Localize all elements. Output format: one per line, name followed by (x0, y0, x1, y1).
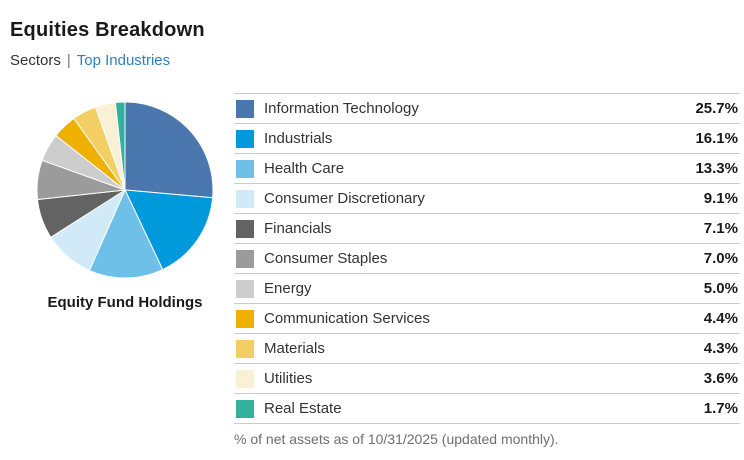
legend-color-swatch (236, 339, 254, 358)
legend-color-swatch (236, 159, 254, 178)
legend-percent-value: 4.3% (703, 340, 738, 357)
legend-color-swatch (236, 369, 254, 388)
legend-sector-label: Financials (264, 220, 332, 237)
tab-separator: | (66, 52, 71, 69)
legend-percent-value: 5.0% (703, 280, 738, 297)
legend-percent-value: 4.4% (703, 310, 738, 327)
legend-percent-value: 1.7% (703, 400, 738, 417)
legend-row: Consumer Staples 7.0% (234, 243, 740, 273)
legend-percent-value: 9.1% (703, 190, 738, 207)
sector-legend-table: Information Technology 25.7% Industrials 16… (234, 93, 740, 424)
legend-color-swatch (236, 399, 254, 418)
page-title: Equities Breakdown (10, 19, 205, 42)
legend-row: Real Estate 1.7% (234, 393, 740, 423)
legend-row: Utilities 3.6% (234, 363, 740, 393)
legend-color-swatch (236, 309, 254, 328)
legend-percent-value: 3.6% (703, 370, 738, 387)
legend-percent-value: 16.1% (695, 130, 738, 147)
legend-row: Information Technology 25.7% (234, 93, 740, 123)
legend-row: Communication Services 4.4% (234, 303, 740, 333)
tab-sectors[interactable]: Sectors (10, 52, 61, 69)
view-toggle: Sectors | Top Industries (10, 52, 170, 69)
sector-pie-chart (36, 101, 214, 279)
legend-sector-label: Industrials (264, 130, 333, 147)
tab-top-industries-link[interactable]: Top Industries (76, 52, 171, 69)
legend-color-swatch (236, 129, 254, 148)
legend-percent-value: 7.0% (703, 250, 738, 267)
legend-color-swatch (236, 99, 254, 118)
legend-sector-label: Health Care (264, 160, 345, 177)
pie-slice (88, 189, 164, 279)
legend-percent-value: 25.7% (695, 100, 738, 117)
legend-row: Consumer Discretionary 9.1% (234, 183, 740, 213)
legend-sector-label: Information Technology (264, 100, 419, 117)
pie-slice (124, 189, 214, 271)
legend-sector-label: Utilities (264, 370, 313, 387)
legend-row: Energy 5.0% (234, 273, 740, 303)
as-of-date-footnote: % of net assets as of 10/31/2025 (update… (234, 431, 559, 447)
legend-row: Industrials 16.1% (234, 123, 740, 153)
legend-row: Materials 4.3% (234, 333, 740, 363)
legend-row: Health Care 13.3% (234, 153, 740, 183)
legend-percent-value: 7.1% (703, 220, 738, 237)
legend-sector-label: Materials (264, 340, 325, 357)
legend-sector-label: Energy (264, 280, 312, 297)
pie-chart-caption: Equity Fund Holdings (47, 294, 203, 311)
legend-sector-label: Consumer Discretionary (264, 190, 425, 207)
legend-sector-label: Real Estate (264, 400, 342, 417)
legend-color-swatch (236, 189, 254, 208)
legend-color-swatch (236, 219, 254, 238)
legend-row: Financials 7.1% (234, 213, 740, 243)
legend-color-swatch (236, 279, 254, 298)
legend-color-swatch (236, 249, 254, 268)
legend-sector-label: Communication Services (264, 310, 430, 327)
legend-percent-value: 13.3% (695, 160, 738, 177)
pie-slice (114, 101, 126, 191)
legend-sector-label: Consumer Staples (264, 250, 388, 267)
pie-slice (124, 101, 214, 199)
